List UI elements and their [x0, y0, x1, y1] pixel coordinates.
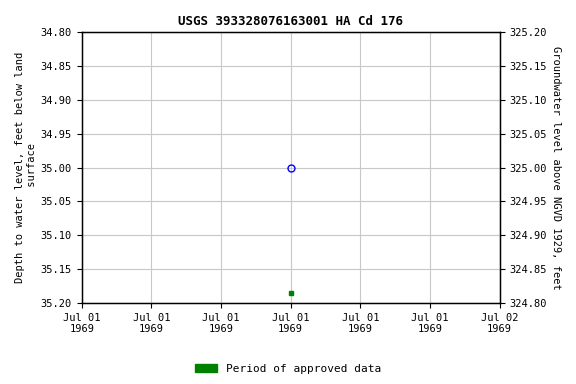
- Legend: Period of approved data: Period of approved data: [191, 359, 385, 379]
- Title: USGS 393328076163001 HA Cd 176: USGS 393328076163001 HA Cd 176: [178, 15, 403, 28]
- Y-axis label: Depth to water level, feet below land
 surface: Depth to water level, feet below land su…: [15, 52, 37, 283]
- Y-axis label: Groundwater level above NGVD 1929, feet: Groundwater level above NGVD 1929, feet: [551, 46, 561, 290]
